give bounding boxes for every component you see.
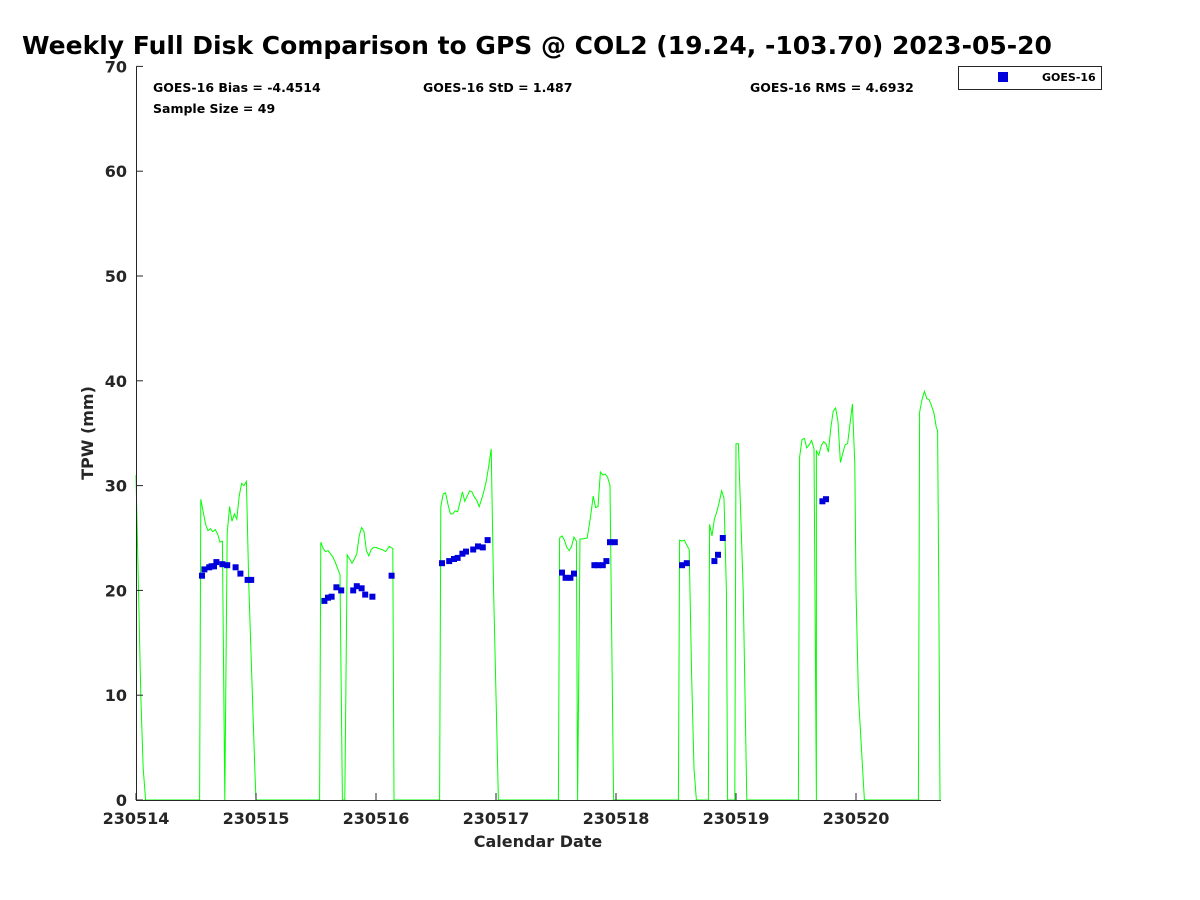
rms-stat: GOES-16 RMS = 4.6932 xyxy=(750,80,914,95)
std-stat: GOES-16 StD = 1.487 xyxy=(423,80,572,95)
goes16-point xyxy=(823,496,829,503)
sample-size-stat: Sample Size = 49 xyxy=(153,101,275,116)
goes16-point xyxy=(715,551,721,558)
goes16-point xyxy=(244,576,251,583)
x-tick-label: 230517 xyxy=(463,809,530,828)
goes16-point xyxy=(479,544,486,551)
x-tick-label: 230520 xyxy=(823,809,890,828)
goes16-point xyxy=(463,548,469,555)
goes16-point xyxy=(333,584,340,591)
goes16-point xyxy=(219,561,226,568)
goes16-point xyxy=(567,574,574,581)
goes16-point xyxy=(484,537,491,544)
goes16-point xyxy=(571,570,577,577)
goes16-point xyxy=(439,560,445,567)
x-tick-label: 230515 xyxy=(223,809,290,828)
goes16-point xyxy=(211,563,217,570)
goes16-point xyxy=(454,554,461,561)
goes16-point xyxy=(451,556,457,562)
y-tick-label: 50 xyxy=(105,267,127,286)
goes16-point xyxy=(353,583,360,590)
chart-title: Weekly Full Disk Comparison to GPS @ COL… xyxy=(22,31,1052,60)
y-tick-label: 60 xyxy=(105,162,127,181)
goes16-point xyxy=(201,566,208,573)
x-tick-label: 230516 xyxy=(343,809,410,828)
goes16-point xyxy=(475,543,481,550)
goes16-point xyxy=(611,539,618,546)
goes16-point xyxy=(679,562,685,569)
x-axis-label: Calendar Date xyxy=(474,832,603,851)
goes16-point xyxy=(358,585,365,592)
series-layer xyxy=(135,389,941,801)
goes16-point xyxy=(369,593,376,600)
goes16-point xyxy=(559,569,565,576)
goes16-point xyxy=(470,546,477,553)
series-gps-line xyxy=(135,389,941,801)
goes16-point xyxy=(321,597,328,604)
goes16-point xyxy=(683,560,690,567)
goes16-point xyxy=(719,535,726,541)
goes16-point xyxy=(213,559,220,566)
goes16-point xyxy=(325,594,331,601)
goes16-point xyxy=(388,572,395,579)
legend: GOES-16 xyxy=(958,66,1102,90)
ticks-layer: 0 10 20 30 40 50 60 70 230514 230515 230516 230517 2… xyxy=(103,57,890,828)
x-tick-label: 230518 xyxy=(583,809,650,828)
x-tick-label: 230519 xyxy=(703,809,770,828)
goes16-point xyxy=(599,562,606,569)
y-tick-label: 40 xyxy=(105,372,127,391)
goes16-point xyxy=(595,562,601,569)
goes16-point xyxy=(350,587,357,594)
goes16-point xyxy=(232,564,239,571)
goes16-point xyxy=(199,572,205,579)
goes16-point xyxy=(711,558,718,565)
goes16-point xyxy=(224,562,231,569)
bias-stat: GOES-16 Bias = -4.4514 xyxy=(153,80,321,95)
legend-label-goes16: GOES-16 xyxy=(1042,71,1096,84)
x-tick-label: 230514 xyxy=(103,809,170,828)
goes16-point xyxy=(603,558,610,565)
goes16-point xyxy=(607,539,613,546)
y-tick-label: 20 xyxy=(105,581,127,600)
goes16-point xyxy=(338,587,345,594)
y-tick-label: 70 xyxy=(105,57,127,76)
goes16-point xyxy=(248,576,255,583)
y-tick-label: 10 xyxy=(105,686,127,705)
goes16-point xyxy=(562,574,569,581)
legend-marker-goes16 xyxy=(998,72,1008,82)
goes16-point xyxy=(362,591,369,598)
goes16-point xyxy=(819,498,826,505)
y-axis-label: TPW (mm) xyxy=(78,386,97,480)
legend-box xyxy=(958,66,1102,90)
goes16-point xyxy=(237,570,244,577)
y-tick-label: 30 xyxy=(105,477,127,496)
goes16-point xyxy=(591,562,598,569)
y-tick-label: 0 xyxy=(116,791,127,810)
goes16-point xyxy=(459,550,466,557)
goes16-point xyxy=(328,593,335,600)
goes16-point xyxy=(446,558,453,565)
